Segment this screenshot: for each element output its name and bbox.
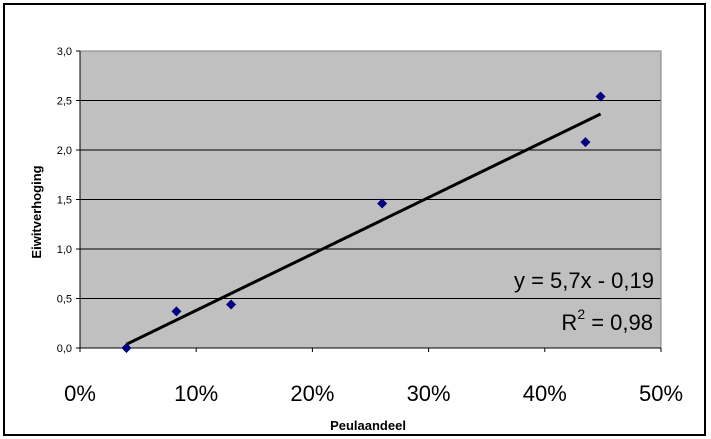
r-squared-label: R2 = 0,98 — [561, 306, 653, 335]
y-tick-label: 0,0 — [57, 343, 72, 355]
y-axis: 0,0 0,5 1,0 1,5 2,0 2,5 3,0 — [57, 46, 80, 355]
y-tick-label: 0,5 — [57, 294, 72, 306]
r-squared-value: = 0,98 — [585, 310, 653, 335]
data-point — [226, 299, 237, 310]
r-squared-letter: R — [561, 310, 577, 335]
x-axis: 0% 10% 20% 30% 40% 50% — [64, 51, 683, 406]
y-tick-label: 2,5 — [57, 96, 72, 108]
y-tick-label: 2,0 — [57, 145, 72, 157]
data-point — [377, 198, 388, 209]
data-point — [121, 343, 132, 353]
data-point — [580, 137, 591, 148]
x-tick-label: 50% — [639, 381, 683, 406]
y-tick-label: 1,0 — [57, 244, 72, 256]
x-tick-label: 20% — [290, 381, 334, 406]
r-squared-superscript: 2 — [577, 306, 585, 322]
data-point — [595, 91, 606, 102]
trendline-equation: y = 5,7x - 0,19 — [514, 268, 654, 293]
x-axis-label: Peulaandeel — [330, 418, 406, 433]
y-tick-label: 3,0 — [57, 46, 72, 58]
y-tick-label: 1,5 — [57, 195, 72, 207]
data-points — [121, 91, 606, 353]
x-tick-label: 30% — [407, 381, 451, 406]
x-tick-label: 40% — [523, 381, 567, 406]
y-axis-label: Eiwitverhoging — [29, 165, 44, 258]
trendline — [125, 112, 602, 346]
data-point — [171, 306, 182, 317]
x-tick-label: 10% — [174, 381, 218, 406]
x-tick-label: 0% — [64, 381, 96, 406]
